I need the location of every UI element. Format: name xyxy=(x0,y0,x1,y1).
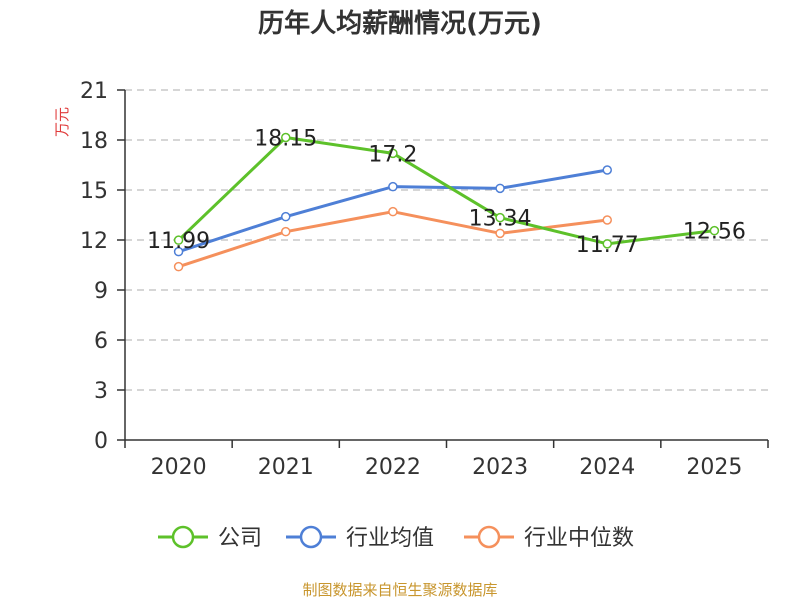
x-tick-label: 2024 xyxy=(579,455,635,480)
x-tick-label: 2020 xyxy=(151,455,207,480)
x-tick-label: 2022 xyxy=(365,455,421,480)
y-tick-label: 0 xyxy=(94,429,108,454)
data-point xyxy=(388,206,398,217)
grid-lines xyxy=(125,89,768,391)
chart-title: 历年人均薪酬情况(万元) xyxy=(258,8,542,39)
data-point xyxy=(173,246,184,257)
data-point xyxy=(281,132,291,143)
data-labels: 11.99 18.15 17.2 13.34 11.77 12.56 xyxy=(147,127,746,258)
x-tick-label: 2025 xyxy=(686,455,742,480)
data-point xyxy=(602,215,612,225)
series-line xyxy=(177,136,715,246)
data-point xyxy=(388,148,398,159)
y-tick-label: 9 xyxy=(94,279,108,304)
axes: 0 3 6 9 12 15 18 21 2020 2021 2022 2023 2024 2025 xyxy=(80,79,769,480)
legend-label: 公司 xyxy=(218,526,262,551)
y-tick-label: 21 xyxy=(80,79,108,104)
legend-swatch-marker xyxy=(477,525,501,549)
data-point xyxy=(709,225,720,236)
x-tick-label: 2021 xyxy=(258,455,314,480)
y-tick-label: 12 xyxy=(80,229,108,254)
data-point xyxy=(602,165,612,175)
x-tick-label: 2023 xyxy=(472,455,528,480)
legend-label: 行业均值 xyxy=(346,526,434,551)
data-point xyxy=(388,181,398,192)
data-label: 11.77 xyxy=(576,233,639,258)
data-label: 13.34 xyxy=(469,207,532,232)
data-point xyxy=(495,228,505,239)
data-point xyxy=(495,212,505,223)
data-label: 17.2 xyxy=(368,142,417,167)
data-point xyxy=(495,183,505,194)
y-tick-label: 18 xyxy=(80,129,108,154)
data-point xyxy=(173,235,184,245)
data-label: 11.99 xyxy=(147,229,210,254)
data-point xyxy=(281,211,291,222)
legend-swatch-marker xyxy=(171,525,195,549)
y-tick-label: 15 xyxy=(80,179,108,204)
data-point xyxy=(173,261,184,272)
y-axis-label: 万元 xyxy=(53,107,71,137)
y-tick-label: 3 xyxy=(94,379,108,404)
data-point xyxy=(602,239,612,249)
legend-label: 行业中位数 xyxy=(524,526,634,551)
source-text: 制图数据来自恒生聚源数据库 xyxy=(302,581,497,599)
series-line xyxy=(178,210,608,269)
legend-swatch-marker xyxy=(299,525,323,549)
series-lines xyxy=(173,132,720,272)
data-point xyxy=(281,226,291,237)
legend: 公司 行业均值 行业中位数 xyxy=(158,525,634,551)
data-label: 18.15 xyxy=(254,127,317,152)
y-tick-label: 6 xyxy=(94,329,108,354)
data-label: 12.56 xyxy=(683,220,746,245)
